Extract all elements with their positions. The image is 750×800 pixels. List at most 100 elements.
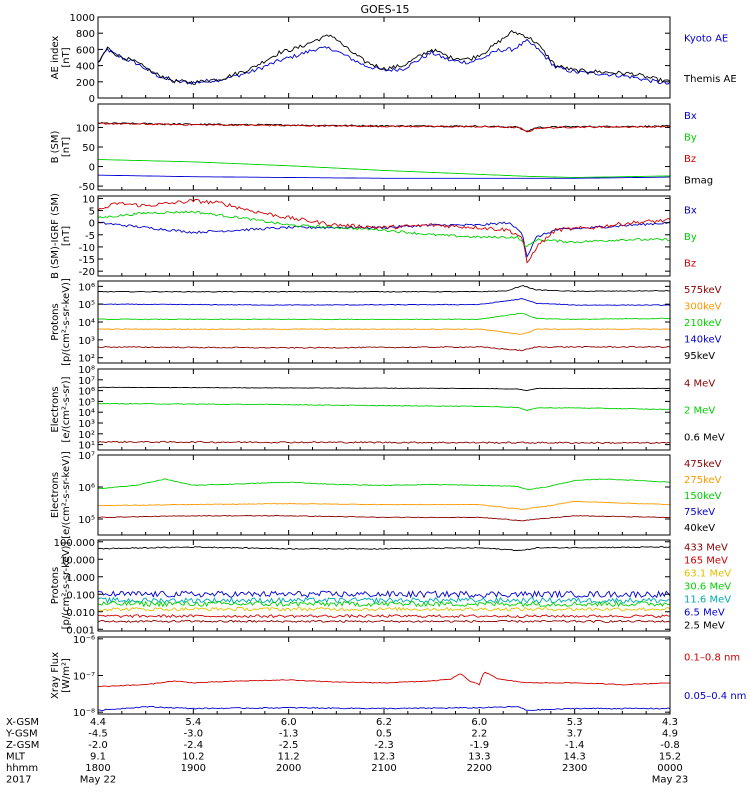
panel-6: 10⁵ 10⁶ 10⁷ Electrons[e/(cm²-s-sr-keV)] 475k… xyxy=(50,451,722,539)
series-group xyxy=(98,29,670,85)
y-axis-label-line: [e/(cm²-s-sr)] xyxy=(61,376,72,442)
footer-value: 0.5 xyxy=(376,729,392,740)
series-line-1 xyxy=(98,478,670,490)
footer-value: 6.2 xyxy=(376,717,392,728)
y-tick-label: 10³ xyxy=(78,419,95,430)
legend-entry: 210keV xyxy=(684,318,722,329)
y-tick-label: 800 xyxy=(76,29,95,40)
series-line-5 xyxy=(98,345,670,352)
footer-value: -3.0 xyxy=(184,729,204,740)
panel-7: 0.0010.0100.1001.00010.000100.000Protons… xyxy=(50,538,731,637)
y-axis-label-line: [p/(cm²-s-sr-keV)] xyxy=(61,542,72,630)
y-tick-label: 10¹ xyxy=(78,441,95,452)
y-tick-label: 1.000 xyxy=(66,573,95,584)
series-line-2 xyxy=(98,122,670,133)
panel-1: 0 200 400 600 800 1000 AE index[nT] Kyoto AE The… xyxy=(50,13,737,105)
series-group xyxy=(98,386,670,445)
y-tick-label: 10⁻⁷ xyxy=(73,672,95,683)
series-group xyxy=(98,122,670,179)
footer-value: 2300 xyxy=(562,763,587,774)
series-line-1 xyxy=(98,386,670,392)
footer-row-label: Y-GSM xyxy=(5,729,38,740)
y-axis-label: Protons[p/(cm²-s-sr-keV)] xyxy=(50,278,72,366)
legend-entry: Bmag xyxy=(684,175,713,186)
y-axis-label: Xray Flux[W/m²] xyxy=(50,652,72,699)
legend-entry: Bx xyxy=(684,205,697,216)
series-line-1 xyxy=(98,671,670,688)
y-tick-label: 10⁻⁸ xyxy=(73,708,95,719)
legend-entry: 275keV xyxy=(684,475,722,486)
footer-value: 9.1 xyxy=(90,752,106,763)
footer-value: 0000 xyxy=(657,763,682,774)
y-tick-label: 100 xyxy=(76,123,95,134)
footer-row-label: 2017 xyxy=(6,775,31,786)
legend-entry: 4 MeV xyxy=(684,379,715,390)
series-line-4 xyxy=(98,174,670,179)
footer-row-label: hhmm xyxy=(6,763,38,774)
y-tick-label: 10⁵ xyxy=(78,397,95,408)
series-line-2 xyxy=(98,500,670,511)
panel-3: -20-15-10-505 10 B (SM)-IGRF (SM)[nT] Bx By B… xyxy=(50,193,697,279)
legend-entry: 95keV xyxy=(684,351,715,362)
footer-value: May 23 xyxy=(652,775,689,786)
y-tick-label: -10 xyxy=(79,243,95,254)
footer-value: 1900 xyxy=(181,763,206,774)
legend-entry: 6.5 MeV xyxy=(684,608,725,619)
series-group xyxy=(98,478,670,522)
legend-entry: By xyxy=(684,132,697,143)
y-axis-label: AE index[nT] xyxy=(50,36,72,80)
y-tick-label: 0.100 xyxy=(66,590,95,601)
series-group xyxy=(98,199,670,264)
series-line-3 xyxy=(98,312,670,321)
legend-entry: 63.1 MeV xyxy=(684,569,731,580)
footer-value: -1.4 xyxy=(565,740,585,751)
y-tick-label: 10² xyxy=(78,430,95,441)
series-line-3 xyxy=(98,515,670,522)
y-axis-label-line: B (SM)-IGRF (SM) xyxy=(50,193,61,279)
y-tick-label: 10⁶ xyxy=(78,387,95,398)
y-axis-label: Electrons[e/(cm²-s-sr)] xyxy=(50,376,72,442)
series-line-1 xyxy=(98,221,670,258)
series-line-1 xyxy=(98,546,670,551)
series-line-2 xyxy=(98,298,670,306)
footer-value: 5.4 xyxy=(185,717,201,728)
y-axis-label: B (SM)-IGRF (SM)[nT] xyxy=(50,193,72,279)
footer-value: 3.7 xyxy=(567,729,583,740)
y-axis-label: Protons[p/(cm²-s-sr-keV)] xyxy=(50,542,72,630)
y-axis-label-line: [W/m²] xyxy=(61,658,72,693)
legend-entry: Bz xyxy=(684,154,696,165)
y-tick-label: -5 xyxy=(85,231,95,242)
y-tick-label: 0.001 xyxy=(66,625,95,636)
footer-value: 11.2 xyxy=(278,752,300,763)
footer-value: -1.9 xyxy=(470,740,490,751)
y-tick-label: 5 xyxy=(89,207,95,218)
y-tick-label: 600 xyxy=(76,45,95,56)
footer-value: 4.3 xyxy=(662,717,678,728)
legend-entry: 0.6 MeV xyxy=(684,433,725,444)
y-tick-label: 10⁴ xyxy=(78,318,95,329)
footer-value: 2.2 xyxy=(471,729,487,740)
y-tick-label: 10² xyxy=(78,354,95,365)
series-line-3 xyxy=(98,440,670,445)
y-tick-label: 50 xyxy=(82,143,95,154)
footer-value: 4.4 xyxy=(90,717,106,728)
footer-value: 4.9 xyxy=(662,729,678,740)
series-line-7 xyxy=(98,619,670,623)
legend-entry: Bz xyxy=(684,259,696,270)
legend-entry: 11.6 MeV xyxy=(684,595,731,606)
y-tick-label: 10⁻⁶ xyxy=(73,635,95,646)
y-tick-label: 10 xyxy=(82,194,95,205)
series-line-2 xyxy=(98,402,670,412)
y-tick-label: 0.010 xyxy=(66,608,95,619)
legend-entry: 475keV xyxy=(684,459,722,470)
y-axis-label-line: [e/(cm²-s-sr-keV)] xyxy=(61,451,72,539)
legend-entry: Kyoto AE xyxy=(684,33,728,44)
footer-value: 14.3 xyxy=(564,752,586,763)
y-tick-label: -20 xyxy=(79,267,95,278)
footer-value: -0.8 xyxy=(660,740,680,751)
series-line-1 xyxy=(98,285,670,293)
series-line-4 xyxy=(98,328,670,335)
y-tick-label: 0 xyxy=(89,219,95,230)
